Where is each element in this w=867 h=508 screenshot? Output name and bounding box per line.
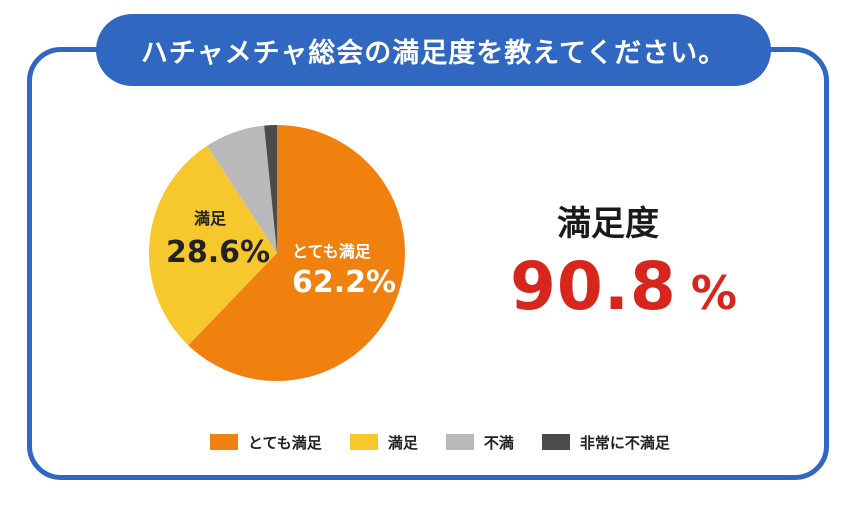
- slice-label-satisfied-name: 満足: [194, 209, 227, 228]
- legend-item-dissatisfied: 不満: [445, 432, 514, 453]
- question-title: ハチャメチャ総会の満足度を教えてください。: [140, 37, 727, 69]
- legend-swatch: [541, 434, 570, 450]
- legend-label: 不満: [483, 433, 514, 452]
- satisfaction-value: 90.8%: [510, 248, 737, 325]
- slice-label-very-satisfied-name: とても満足: [292, 242, 371, 261]
- legend-label: 満足: [387, 433, 418, 452]
- satisfaction-number: 90.8: [510, 248, 677, 325]
- legend-item-satisfied: 満足: [349, 432, 418, 453]
- pie-slice-very-satisfied: [188, 125, 405, 382]
- chart-legend: とても満足 満足 不満 非常に不満足: [210, 432, 698, 452]
- slice-label-satisfied-value: 28.6%: [166, 235, 271, 270]
- pie-slice-very-dissatisfied: [264, 125, 277, 253]
- legend-swatch: [445, 434, 474, 450]
- pie-slice-satisfied: [148, 145, 277, 346]
- slice-label-very-satisfied-value: 62.2%: [292, 265, 397, 300]
- legend-swatch: [210, 434, 238, 450]
- legend-item-very-dissatisfied: 非常に不満足: [541, 432, 670, 453]
- satisfaction-unit: %: [690, 266, 737, 320]
- question-banner: ハチャメチャ総会の満足度を教えてください。: [96, 14, 771, 86]
- pie-slice-dissatisfied: [207, 125, 277, 253]
- legend-label: とても満足: [248, 433, 322, 452]
- legend-label: 非常に不満足: [579, 433, 670, 452]
- satisfaction-label: 満足度: [557, 204, 659, 244]
- legend-item-very-satisfied: とても満足: [210, 432, 322, 453]
- legend-swatch: [349, 434, 378, 450]
